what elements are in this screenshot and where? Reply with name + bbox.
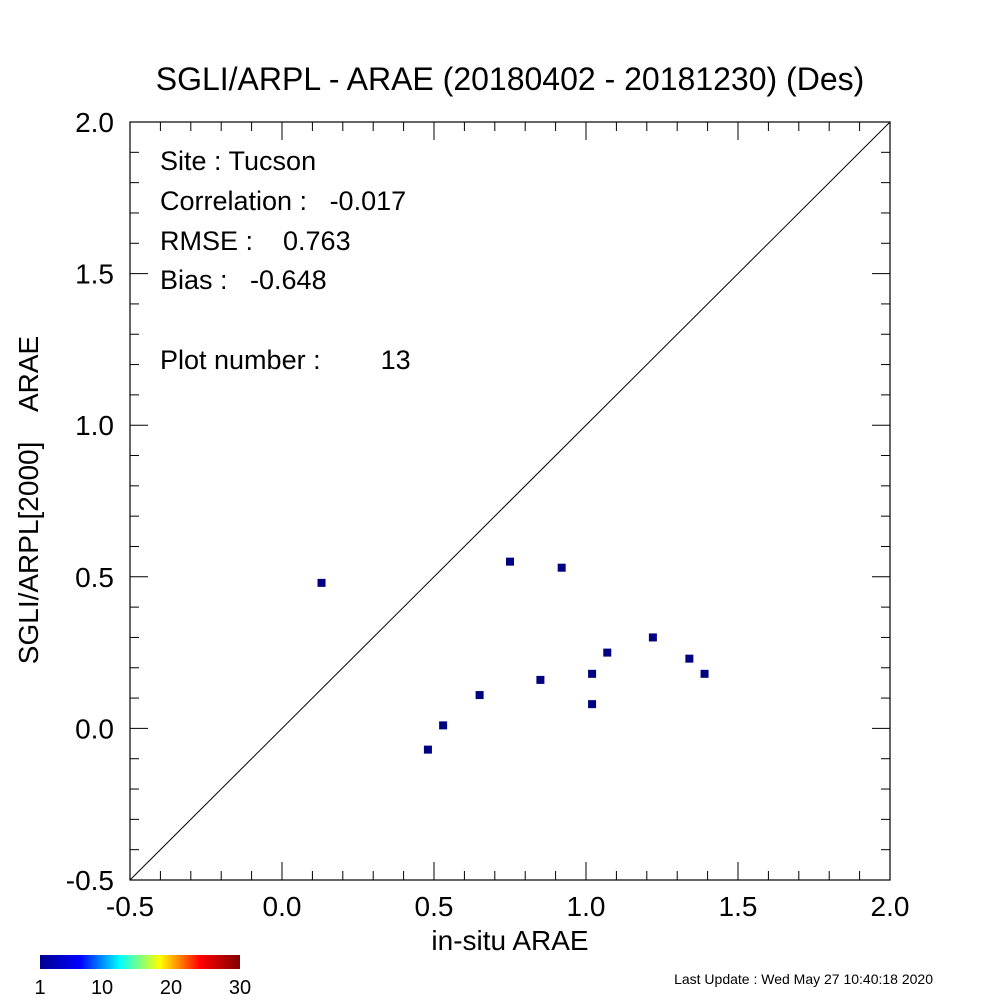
- colorbar-labels: 1 10 20 30: [34, 977, 251, 999]
- y-tick-label: -0.5: [66, 865, 114, 896]
- y-tick-label: 0.5: [75, 562, 114, 593]
- colorbar-label: 20: [160, 977, 182, 999]
- one-to-one-line: [129, 121, 891, 881]
- x-axis-title: in-situ ARAE: [431, 925, 588, 956]
- axis-ticks: [129, 121, 891, 881]
- plot-area-frame: [129, 121, 891, 881]
- data-point: [506, 557, 514, 566]
- data-point: [475, 691, 484, 700]
- data-points: [317, 557, 709, 754]
- chart-title: SGLI/ARPL - ARAE (20180402 - 20181230) (…: [156, 61, 865, 97]
- data-point: [317, 578, 326, 587]
- colorbar-label: 10: [91, 977, 113, 999]
- data-point: [557, 563, 566, 572]
- y-axis-title: SGLI/ARPL[2000] ARAE: [13, 336, 44, 664]
- y-tick-label: 2.0: [75, 107, 114, 138]
- data-point: [685, 654, 694, 663]
- y-tick-label: 0.0: [75, 713, 114, 744]
- x-tick-label: 0.0: [263, 891, 302, 922]
- x-tick-label: -0.5: [106, 891, 154, 922]
- data-point: [603, 648, 612, 657]
- last-update: Last Update : Wed May 27 10:40:18 2020: [674, 971, 933, 987]
- data-point: [588, 669, 597, 678]
- bias-label: Bias : -0.648: [160, 265, 327, 295]
- data-point: [700, 669, 709, 678]
- data-point: [588, 700, 597, 709]
- x-tick-label: 1.5: [719, 891, 758, 922]
- data-point: [423, 745, 432, 754]
- x-tick-label: 0.5: [415, 891, 454, 922]
- colorbar-label: 30: [229, 977, 251, 999]
- y-tick-label: 1.5: [75, 259, 114, 290]
- y-tick-labels: -0.5 0.0 0.5 1.0 1.5 2.0: [66, 107, 114, 896]
- data-point: [536, 675, 545, 684]
- x-tick-labels: -0.5 0.0 0.5 1.0 1.5 2.0: [106, 891, 910, 922]
- x-tick-label: 2.0: [871, 891, 910, 922]
- plot-number-label: Plot number : 13: [160, 345, 411, 375]
- colorbar-label: 1: [34, 977, 45, 999]
- rmse-label: RMSE : 0.763: [160, 226, 351, 256]
- correlation-label: Correlation : -0.017: [160, 186, 406, 216]
- y-tick-label: 1.0: [75, 410, 114, 441]
- data-point: [648, 633, 657, 642]
- site-label: Site : Tucson: [160, 146, 316, 176]
- data-point: [439, 721, 448, 730]
- colorbar: [40, 955, 240, 969]
- x-tick-label: 1.0: [567, 891, 606, 922]
